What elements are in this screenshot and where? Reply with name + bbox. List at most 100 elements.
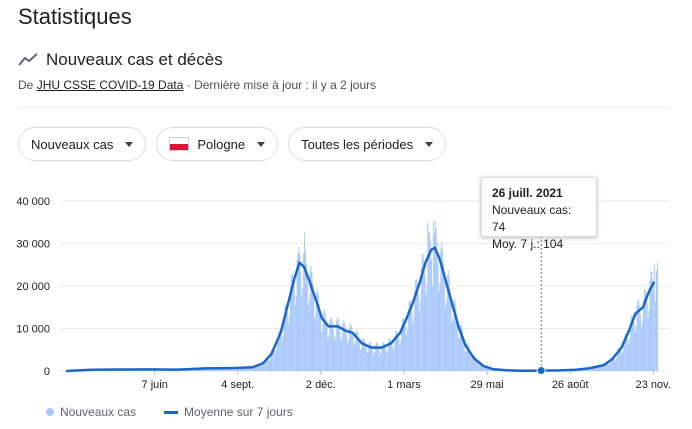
case-bar	[271, 350, 273, 371]
case-bar	[409, 300, 411, 371]
x-tick-label: 23 nov.	[636, 379, 671, 391]
country-dropdown[interactable]: Pologne	[156, 127, 279, 161]
case-bar	[436, 242, 438, 371]
case-bar	[627, 337, 629, 371]
case-bar	[276, 349, 278, 371]
poland-flag-icon	[169, 137, 190, 151]
x-tick-label: 1 mars	[387, 379, 421, 391]
case-bar	[642, 321, 643, 371]
case-bar	[609, 363, 611, 371]
case-bar	[289, 315, 291, 371]
y-tick-label: 10 000	[16, 324, 50, 336]
case-bar	[214, 368, 216, 371]
country-label: Pologne	[197, 136, 246, 152]
case-bar	[453, 300, 455, 371]
case-bar	[490, 369, 492, 371]
case-bar	[324, 312, 326, 371]
case-bar	[589, 368, 591, 371]
case-bar	[304, 232, 306, 371]
source-link[interactable]: JHU CSSE COVID-19 Data	[36, 78, 184, 92]
case-bar	[592, 366, 594, 371]
case-bar	[255, 367, 257, 371]
case-bar	[208, 368, 210, 371]
case-bar	[485, 367, 487, 371]
case-bar	[487, 366, 489, 371]
y-tick-label: 40 000	[16, 196, 50, 208]
case-bar	[312, 283, 314, 371]
case-bar	[230, 368, 232, 371]
case-bar	[411, 311, 413, 371]
case-bar	[473, 355, 475, 371]
case-bar	[630, 315, 632, 371]
section-header: Nouveaux cas et décès	[18, 50, 223, 70]
case-bar	[462, 335, 464, 371]
case-bar	[280, 335, 282, 371]
case-bar	[628, 339, 630, 371]
case-bar	[291, 274, 292, 371]
case-bar	[643, 290, 645, 371]
case-bar	[408, 300, 410, 371]
case-bar	[605, 362, 607, 371]
case-bar	[590, 367, 592, 371]
case-bar	[657, 262, 658, 371]
case-bar	[333, 329, 334, 371]
case-bar	[376, 343, 378, 371]
case-bar	[306, 282, 308, 371]
case-bar	[221, 368, 223, 371]
case-bar	[326, 327, 328, 371]
case-bar	[288, 323, 290, 371]
case-bar	[246, 366, 248, 371]
case-bar	[454, 298, 456, 371]
x-tick-label: 4 sept.	[221, 379, 254, 391]
case-bar	[237, 367, 239, 371]
case-bar	[413, 316, 415, 371]
case-bar	[401, 325, 403, 371]
legend-line-swatch	[164, 410, 179, 414]
case-bar	[446, 274, 448, 371]
case-bar	[282, 335, 284, 371]
case-bar	[393, 346, 395, 371]
case-bar	[600, 366, 602, 371]
case-bar	[196, 369, 198, 371]
case-bar	[445, 301, 447, 371]
case-bar	[346, 334, 348, 371]
case-bar	[389, 338, 390, 371]
case-bar	[243, 368, 245, 371]
period-dropdown[interactable]: Toutes les périodes	[288, 127, 447, 161]
metric-dropdown[interactable]: Nouveaux cas	[18, 127, 147, 161]
case-bar	[323, 309, 325, 371]
case-bar	[378, 349, 380, 371]
case-bar	[302, 288, 304, 371]
case-bar	[395, 330, 397, 371]
case-bar	[371, 345, 373, 371]
case-bar	[362, 337, 364, 371]
cases-chart[interactable]: 0 10 000 20 000 30 000 40 000 7 juin 4 sept. 2 …	[0, 170, 692, 400]
case-bar	[426, 284, 428, 371]
source-line: De JHU CSSE COVID-19 Data · Dernière mis…	[18, 78, 376, 92]
case-bar	[319, 316, 321, 371]
case-bar	[419, 301, 421, 371]
case-bar	[604, 362, 606, 371]
case-bar	[412, 323, 414, 371]
legend-line-label: Moyenne sur 7 jours	[184, 405, 293, 419]
case-bar	[210, 368, 212, 371]
case-bar	[367, 351, 369, 371]
case-bar	[623, 340, 625, 371]
case-bar	[203, 369, 205, 371]
case-bar	[248, 367, 249, 371]
case-bar	[263, 365, 264, 371]
case-bar	[608, 364, 610, 371]
case-bar	[391, 344, 393, 371]
case-bar	[483, 366, 485, 371]
case-bar	[470, 354, 472, 371]
legend-bars-swatch	[46, 408, 54, 416]
case-bar	[435, 228, 437, 371]
case-bar	[305, 263, 307, 371]
tooltip-cases: Nouveaux cas: 74	[492, 203, 572, 234]
daily-bars	[66, 220, 658, 371]
case-bar	[352, 335, 354, 371]
case-bar	[403, 318, 404, 371]
case-bar	[228, 368, 230, 371]
case-bar	[482, 364, 484, 371]
case-bar	[263, 361, 265, 371]
